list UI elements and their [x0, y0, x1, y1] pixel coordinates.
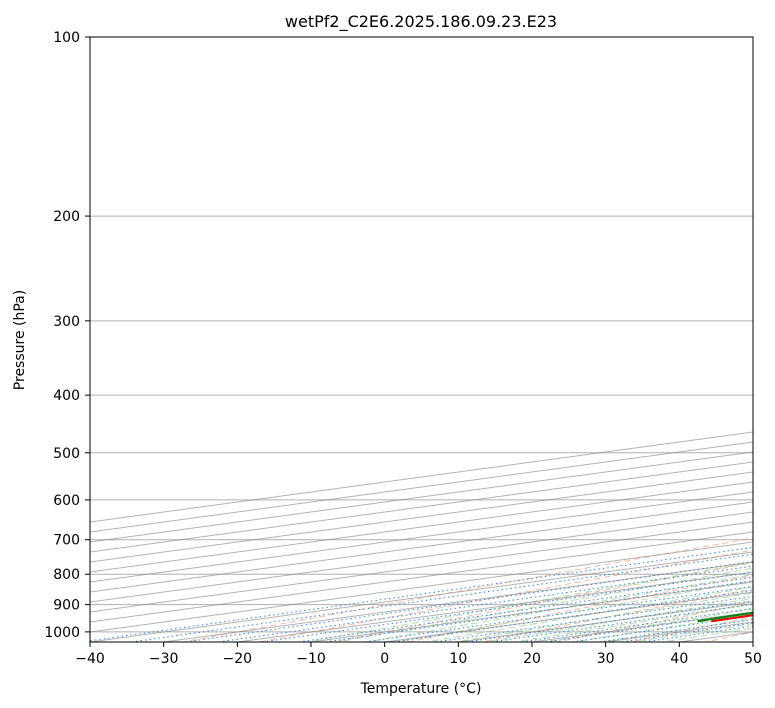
- isotherm-line: [90, 451, 753, 543]
- isotherm-line: [458, 601, 753, 642]
- mixing-ratio-line: [90, 546, 753, 642]
- isotherm-line: [679, 631, 753, 642]
- isotherm-line: [90, 531, 753, 623]
- isotherm-line: [310, 581, 753, 642]
- sounding-profiles: [697, 611, 753, 623]
- x-axis-label: Temperature (°C): [360, 681, 482, 697]
- y-axis-ticks: 100 200 300 400 500 600 700 800 900 1000: [44, 30, 90, 641]
- y-tick-label: 200: [53, 209, 80, 225]
- moist-adiabat: [600, 618, 753, 642]
- pressure-gridlines: [90, 37, 753, 633]
- mixing-ratio-line: [294, 576, 753, 642]
- y-tick-label: 300: [53, 314, 80, 330]
- mixing-ratio-lines: [90, 546, 753, 642]
- isotherm-line: [90, 461, 753, 553]
- dry-adiabat: [332, 562, 753, 642]
- moist-adiabat: [303, 561, 753, 642]
- isotherm-line: [90, 501, 753, 593]
- moist-adiabat: [392, 580, 753, 642]
- isotherm-line: [531, 611, 753, 642]
- x-tick-label: 20: [523, 651, 541, 667]
- isotherm-line: [90, 511, 753, 603]
- isotherm-line: [384, 591, 753, 642]
- x-tick-label: 40: [670, 651, 688, 667]
- x-tick-label: −20: [223, 651, 253, 667]
- y-tick-label: 1000: [44, 625, 80, 641]
- y-tick-label: 800: [53, 567, 80, 583]
- dry-adiabat: [705, 631, 753, 642]
- dry-adiabats: [183, 537, 753, 642]
- moist-adiabat: [540, 608, 753, 642]
- y-tick-label: 600: [53, 493, 80, 509]
- moist-adiabats: [303, 561, 753, 642]
- plot-frame: [89, 36, 754, 643]
- moist-adiabat: [363, 573, 753, 642]
- dry-adiabat: [258, 549, 753, 642]
- isotherm-line: [605, 621, 753, 642]
- moist-adiabat: [422, 586, 753, 642]
- y-tick-label: 100: [53, 30, 80, 46]
- moist-adiabat: [452, 592, 753, 642]
- skewed-isotherms: [90, 431, 753, 642]
- x-tick-label: −30: [149, 651, 179, 667]
- dewpoint-line: [697, 611, 753, 623]
- x-tick-label: 10: [449, 651, 467, 667]
- y-axis-label: Pressure (hPa): [12, 290, 28, 390]
- mixing-ratio-line: [258, 571, 753, 642]
- isotherm-line: [90, 521, 753, 613]
- isotherm-line: [752, 641, 753, 642]
- chart-title: wetPf2_C2E6.2025.186.09.23.E23: [285, 12, 557, 32]
- dry-adiabat: [183, 537, 753, 642]
- y-tick-label: 500: [53, 446, 80, 462]
- mixing-ratio-line: [214, 565, 753, 642]
- mixing-ratio-line: [321, 580, 753, 642]
- isotherm-line: [90, 541, 753, 633]
- x-tick-label: −10: [296, 651, 326, 667]
- x-axis-ticks: −40 −30 −20 −10 0 10 20 30 40 50: [75, 642, 762, 667]
- x-tick-label: −40: [75, 651, 105, 667]
- y-tick-label: 700: [53, 533, 80, 549]
- moist-adiabat: [481, 597, 753, 642]
- y-tick-label: 400: [53, 388, 80, 404]
- isotherm-line: [90, 471, 753, 563]
- x-tick-label: 0: [380, 651, 389, 667]
- moist-adiabat: [629, 623, 753, 642]
- dry-adiabat: [556, 602, 753, 642]
- moist-adiabat: [333, 567, 753, 642]
- x-tick-label: 30: [597, 651, 615, 667]
- isotherm-line: [90, 481, 753, 573]
- mixing-ratio-line: [360, 585, 753, 642]
- dry-adiabat: [481, 588, 753, 642]
- y-tick-label: 900: [53, 598, 80, 614]
- x-tick-label: 50: [744, 651, 762, 667]
- isotherm-line: [90, 551, 753, 642]
- isotherm-line: [90, 491, 753, 583]
